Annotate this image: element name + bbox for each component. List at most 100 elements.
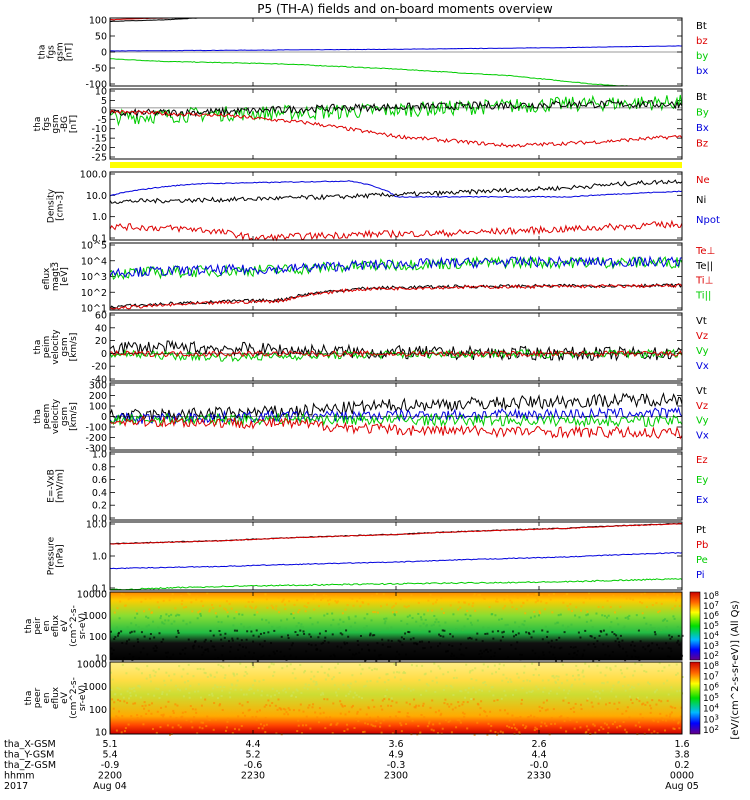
- spectrogram-pixel: [504, 694, 507, 697]
- spectrogram-pixel: [261, 690, 264, 693]
- spectrogram-pixel: [526, 594, 529, 597]
- spectrogram-pixel: [428, 630, 431, 633]
- spectrogram-pixel: [506, 595, 509, 598]
- spectrogram-pixel: [203, 671, 206, 674]
- spectrogram-pixel: [175, 635, 178, 638]
- spectrogram-pixel: [147, 624, 150, 627]
- spectrogram-pixel: [635, 614, 638, 617]
- spectrogram-pixel: [449, 604, 452, 607]
- figure-title: P5 (TH-A) fields and on-board moments ov…: [257, 2, 553, 16]
- spectrogram-pixel: [511, 714, 514, 717]
- spectrogram-pixel: [273, 629, 276, 632]
- spectrogram-pixel: [248, 651, 251, 654]
- spectrogram-pixel: [273, 652, 276, 655]
- spectrogram-pixel: [340, 703, 343, 706]
- spectrogram-pixel: [412, 637, 415, 640]
- spectrogram-pixel: [538, 705, 541, 708]
- tick-base: 10: [703, 715, 715, 725]
- spectrogram-pixel: [396, 593, 399, 596]
- spectrogram-pixel: [508, 627, 511, 630]
- spectrogram-pixel: [354, 691, 357, 694]
- spectrogram-pixel: [452, 613, 455, 616]
- spectrogram-pixel: [269, 704, 272, 707]
- spectrogram-pixel: [567, 608, 570, 611]
- spectrogram-pixel: [608, 654, 611, 657]
- spectrogram-pixel: [290, 694, 293, 697]
- spectrogram-pixel: [413, 642, 416, 645]
- spectrogram-pixel: [240, 639, 243, 642]
- panel-9: thapeirenefluxeV(cm^2-s-sr-eV)1000010001…: [24, 590, 684, 665]
- spectrogram-pixel: [486, 650, 489, 653]
- spectrogram-pixel: [117, 634, 120, 637]
- spectrogram-pixel: [188, 593, 191, 596]
- spectrogram-pixel: [168, 615, 171, 618]
- spectrogram-pixel: [564, 696, 567, 699]
- spectrogram-pixel: [116, 607, 119, 610]
- spectrogram-pixel: [312, 703, 315, 706]
- ytick-label: -50: [91, 64, 107, 75]
- spectrogram-pixel: [406, 623, 409, 626]
- spectrogram-pixel: [619, 725, 622, 728]
- spectrogram-pixel: [611, 631, 614, 634]
- spectrogram-pixel: [260, 656, 263, 659]
- spectrogram-pixel: [366, 613, 369, 616]
- spectrogram-pixel: [190, 720, 193, 723]
- spectrogram-pixel: [602, 682, 605, 685]
- spectrogram-pixel: [118, 631, 121, 634]
- spectrogram-pixel: [339, 632, 342, 635]
- spectrogram-pixel: [196, 668, 199, 671]
- spectrogram-pixel: [449, 633, 452, 636]
- tick-base: 10: [703, 673, 715, 683]
- spectrogram-pixel: [418, 679, 421, 682]
- spectrogram-pixel: [322, 594, 325, 597]
- spectrogram-pixel: [506, 623, 509, 626]
- spectrogram-pixel: [449, 685, 452, 688]
- spectrogram-pixel: [287, 634, 290, 637]
- tick-base: 10: [703, 592, 715, 602]
- ylabel-line: [mV/m]: [56, 469, 66, 503]
- spectrogram-pixel: [457, 608, 460, 611]
- spectrogram-pixel: [647, 645, 650, 648]
- spectrogram-pixel: [183, 681, 186, 684]
- ytick-label: 10.0: [86, 520, 107, 531]
- spectrogram-pixel: [658, 647, 661, 650]
- spectrogram-pixel: [249, 687, 252, 690]
- spectrogram-pixel: [121, 715, 124, 718]
- spectrogram-pixel: [219, 703, 222, 706]
- spectrogram-pixel: [641, 612, 644, 615]
- spectrogram-pixel: [580, 703, 583, 706]
- spectrogram-pixel: [284, 708, 287, 711]
- spectrogram-pixel: [523, 620, 526, 623]
- spectrogram-pixel: [312, 595, 315, 598]
- spectrogram-pixel: [233, 617, 236, 620]
- legend-Pe: Pe: [696, 555, 708, 566]
- spectrogram-pixel: [339, 712, 342, 715]
- spectrogram-pixel: [368, 716, 371, 719]
- spectrogram-pixel: [213, 676, 216, 679]
- spectrogram-pixel: [476, 721, 479, 724]
- spectrogram-pixel: [636, 658, 639, 661]
- spectrogram-pixel: [356, 640, 359, 643]
- spectrogram-pixel: [621, 712, 624, 715]
- spectrogram-pixel: [666, 655, 669, 658]
- spectrogram-pixel: [597, 702, 600, 705]
- spectrogram-pixel: [419, 616, 422, 619]
- spectrogram-pixel: [236, 679, 239, 682]
- spectrogram-pixel: [467, 603, 470, 606]
- spectrogram-pixel: [401, 643, 404, 646]
- spectrogram-pixel: [434, 690, 437, 693]
- spectrogram-pixel: [110, 671, 112, 674]
- spectrogram-pixel: [431, 679, 434, 682]
- ephem-value: 0.2: [674, 760, 689, 771]
- spectrogram-pixel: [544, 709, 547, 712]
- spectrogram-pixel: [486, 632, 489, 635]
- spectrogram-pixel: [448, 705, 451, 708]
- spectrogram-pixel: [427, 641, 430, 644]
- spectrogram-pixel: [582, 601, 585, 604]
- ylabel-line: eV: [60, 619, 70, 632]
- spectrogram-pixel: [191, 708, 194, 711]
- spectrogram-pixel: [383, 622, 386, 625]
- tick-exp: 5: [714, 692, 718, 700]
- spectrogram-pixel: [417, 704, 420, 707]
- spectrogram-pixel: [236, 637, 239, 640]
